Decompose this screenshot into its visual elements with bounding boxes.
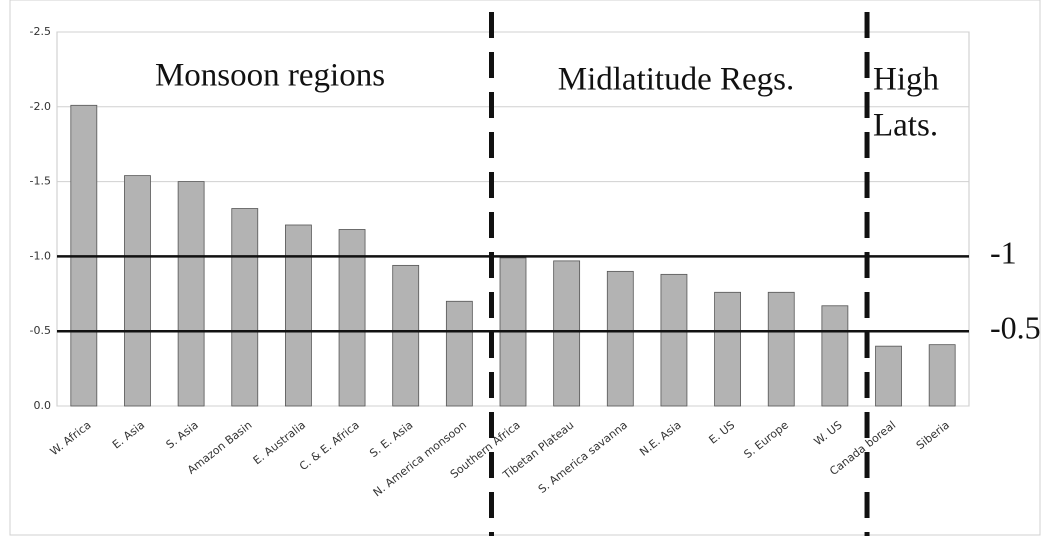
reference-label: -0.5 [990, 310, 1041, 346]
bar [875, 345, 902, 407]
annotation: High [873, 62, 940, 98]
y-tick-label: 0.0 [34, 399, 52, 412]
reference-label: -1 [990, 235, 1017, 271]
bar [177, 181, 205, 407]
bar [285, 224, 312, 407]
y-tick-label: -0.5 [30, 324, 51, 337]
annotation: Lats. [873, 108, 938, 144]
y-tick-label: -1.5 [30, 175, 51, 188]
bar [445, 300, 473, 407]
y-tick-label: -2.5 [30, 25, 51, 38]
bar [392, 264, 420, 407]
y-tick-label: -1.0 [30, 249, 51, 262]
bar [553, 260, 581, 407]
bar [821, 305, 849, 407]
bar [660, 273, 688, 407]
annotation: Monsoon regions [155, 58, 385, 94]
bar [767, 291, 795, 407]
bar [714, 291, 741, 407]
bar [231, 208, 259, 407]
annotation: Midlatitude Regs. [558, 62, 794, 98]
bar [928, 344, 956, 407]
y-tick-label: -2.0 [30, 100, 51, 113]
bar [606, 270, 634, 407]
bar [124, 175, 151, 407]
bar [338, 229, 366, 407]
